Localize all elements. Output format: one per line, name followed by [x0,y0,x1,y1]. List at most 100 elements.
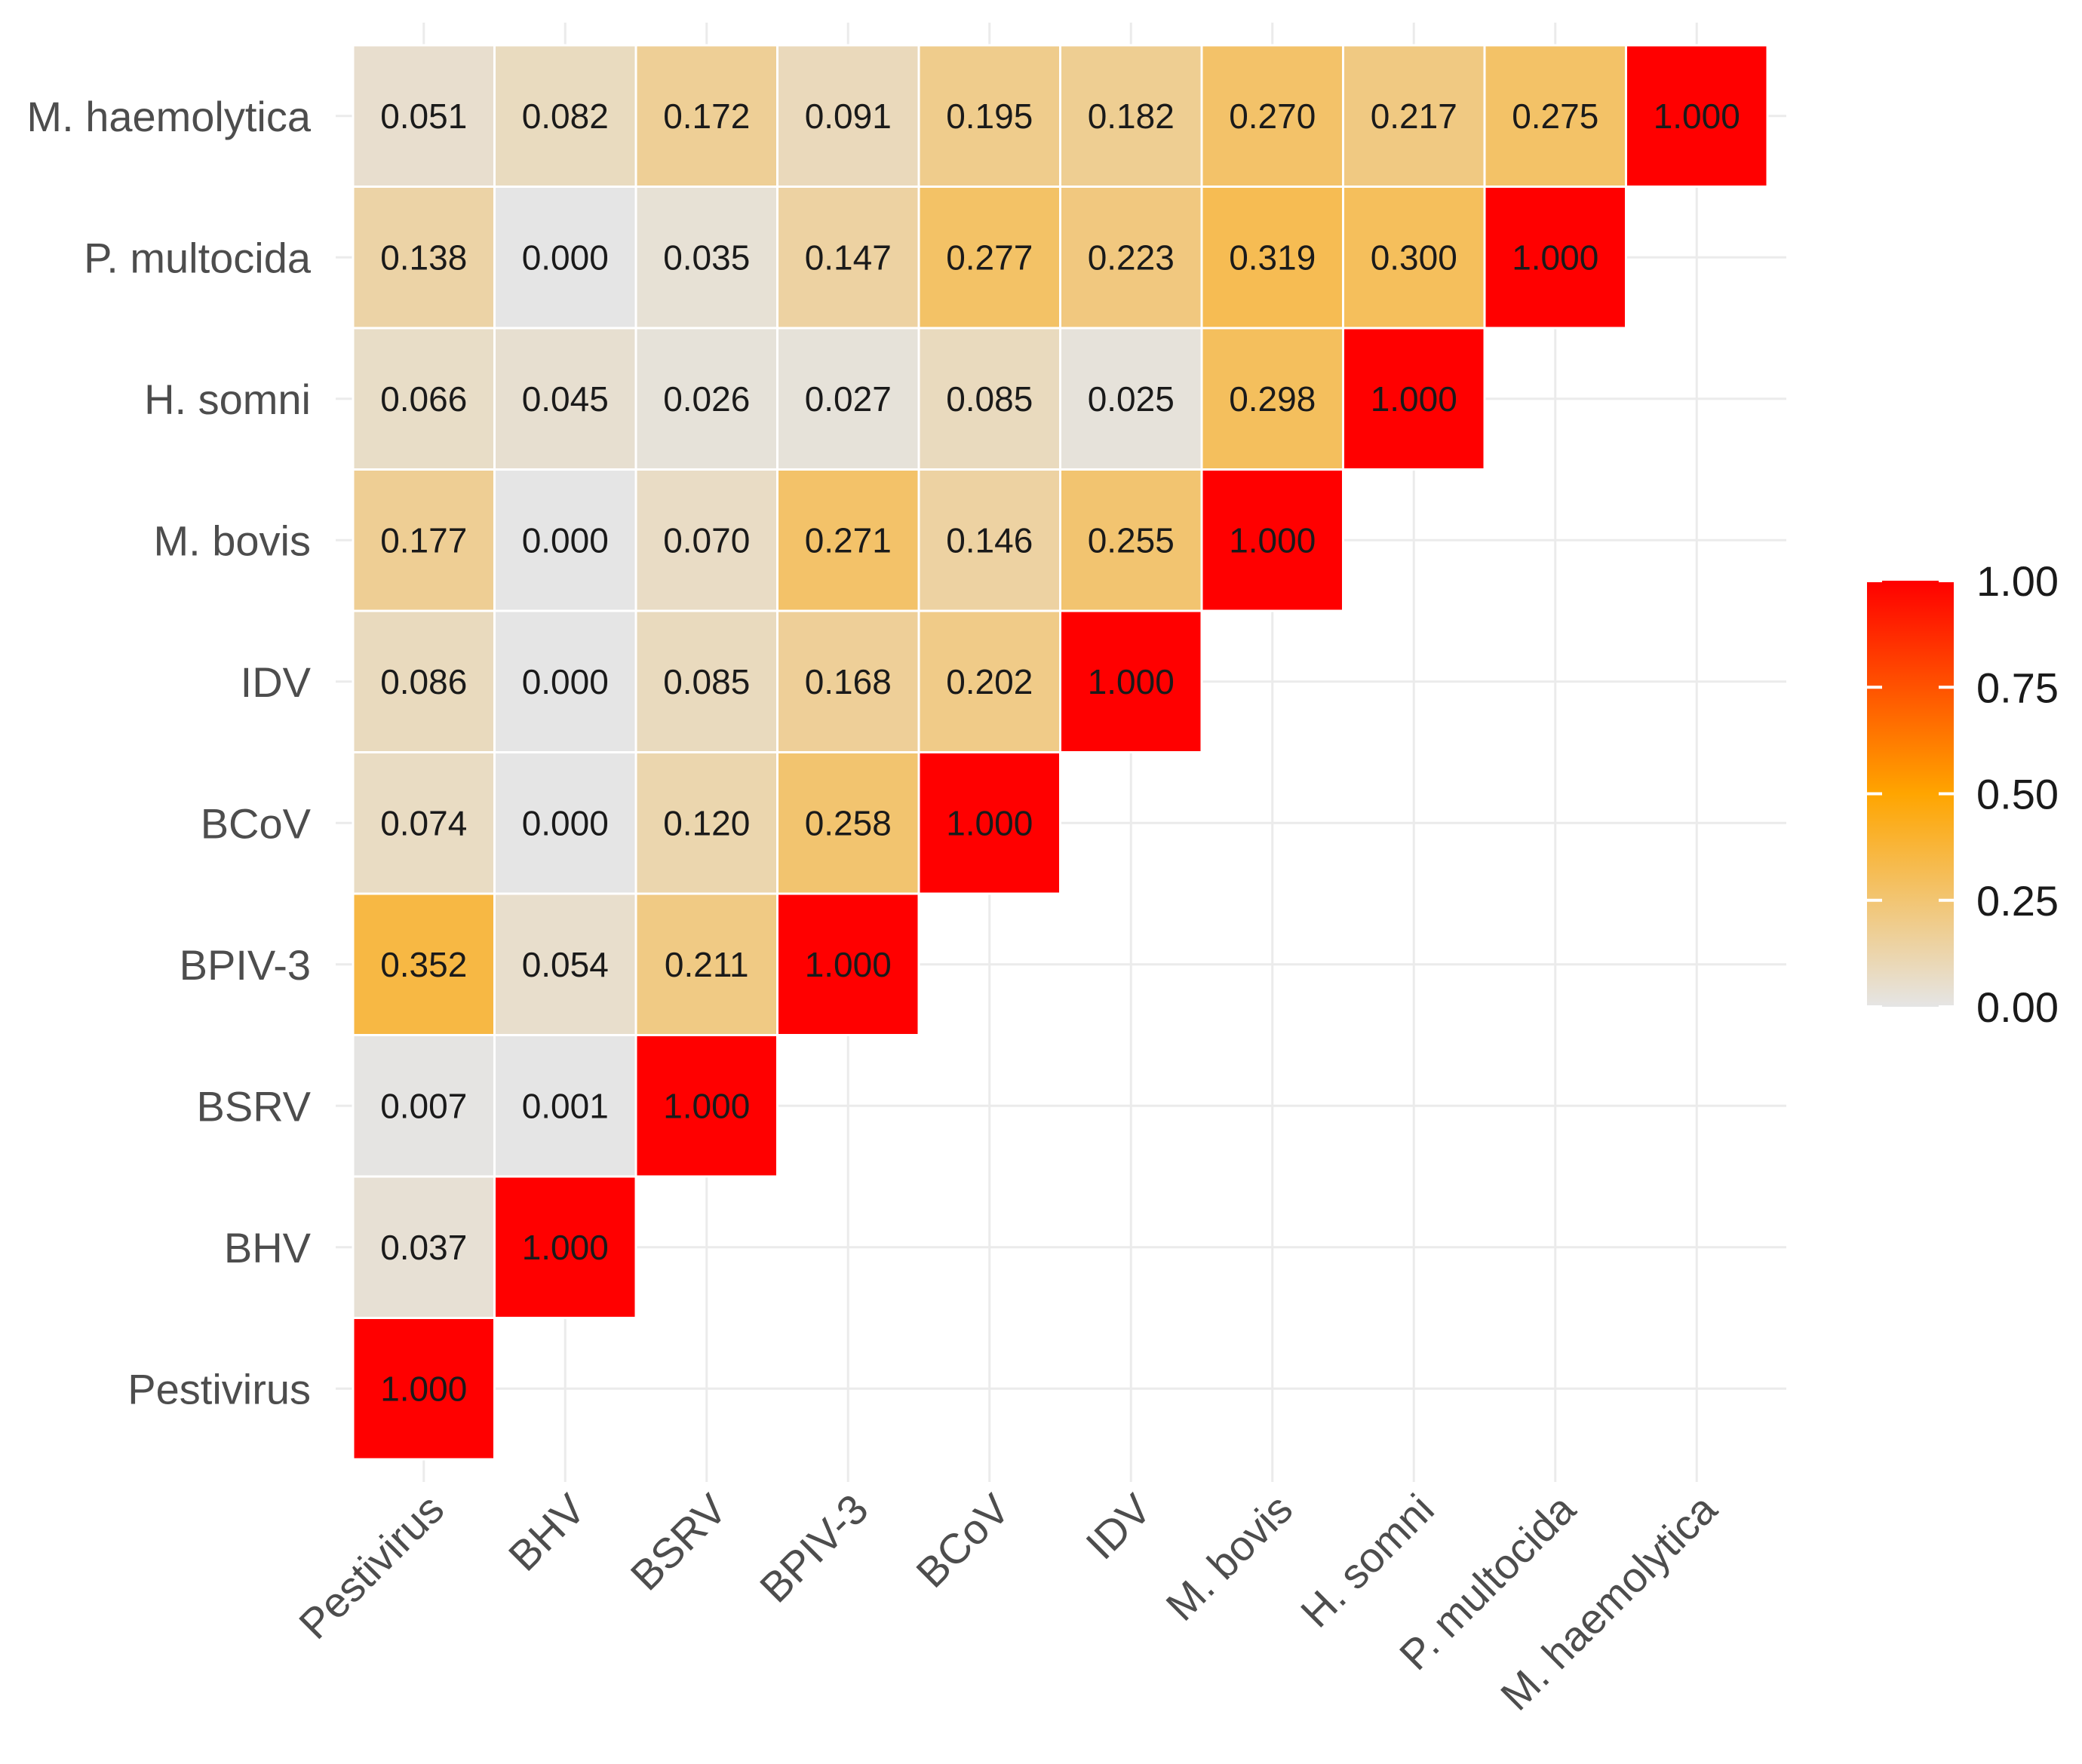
y-tick-label-p-multocida: P. multocida [84,234,312,281]
heatmap-cell [1059,609,1203,753]
cell-value-label: 1.000 [1654,97,1740,136]
cell-value-label: 0.035 [663,238,750,277]
cell-value-label: 1.000 [1229,520,1316,560]
y-tick-label-bpiv-3: BPIV-3 [180,941,311,989]
heatmap-cell [917,327,1061,471]
cell-value-label: 0.000 [522,520,609,560]
heatmap-cell [1200,186,1344,330]
cell-value-label: 0.172 [663,97,750,136]
cell-value-label: 0.223 [1088,238,1175,277]
heatmap-cell [1342,186,1486,330]
heatmap-cell [1200,44,1344,188]
y-tick-label-pestivirus: Pestivirus [127,1365,311,1413]
cell-value-label: 0.138 [380,238,467,277]
heatmap-cell [776,751,920,895]
heatmap-cell [352,1317,496,1461]
heatmap-cell [493,1175,637,1319]
heatmap-cell [634,44,778,188]
cell-value-label: 0.258 [805,803,892,842]
heatmap-cell [493,468,637,612]
heatmap-cell [493,186,637,330]
cell-value-label: 0.027 [805,379,892,419]
heatmap-cell [1342,44,1486,188]
heatmap-cell [917,44,1061,188]
y-tick-label-idv: IDV [241,658,312,706]
cell-value-label: 1.000 [663,1086,750,1125]
legend-tick-label: 0.25 [1976,877,2059,925]
heatmap-cell [776,892,920,1036]
heatmap-cell [352,468,496,612]
heatmap-cell [493,751,637,895]
cell-value-label: 0.001 [522,1086,609,1125]
cell-value-label: 0.277 [946,238,1033,277]
heatmap-cell [917,751,1061,895]
y-tick-label-m-bovis: M. bovis [154,517,312,564]
legend-tick-label: 0.75 [1976,664,2059,711]
heatmap-cell [917,468,1061,612]
heatmap-cells: 1.000 0.037 1.000 0.007 0.001 1.000 0.352 0.054… [352,44,1769,1461]
heatmap-cell [352,327,496,471]
heatmap-cell [352,1034,496,1178]
heatmap-cell [1059,468,1203,612]
y-tick-label-bsrv: BSRV [197,1082,312,1130]
cell-value-label: 0.146 [946,520,1033,560]
legend-tick-label: 1.00 [1976,557,2059,605]
cell-value-label: 1.000 [1088,662,1175,701]
heatmap-cell [776,44,920,188]
heatmap-cell [917,609,1061,753]
cell-value-label: 1.000 [946,803,1033,842]
cell-value-label: 0.025 [1088,379,1175,419]
cell-value-label: 0.195 [946,97,1033,136]
cell-value-label: 0.085 [663,662,750,701]
heatmap-cell [776,186,920,330]
cell-value-label: 0.000 [522,803,609,842]
cell-value-label: 0.147 [805,238,892,277]
heatmap-cell [352,186,496,330]
cell-value-label: 1.000 [380,1369,467,1408]
heatmap-cell [1200,468,1344,612]
cell-value-label: 0.000 [522,662,609,701]
heatmap-cell [493,892,637,1036]
legend-tick-label: 0.00 [1976,983,2059,1031]
cell-value-label: 0.026 [663,379,750,419]
cell-value-label: 0.298 [1229,379,1316,419]
heatmap-cell [917,186,1061,330]
cell-value-label: 1.000 [522,1228,609,1267]
cell-value-label: 0.217 [1371,97,1457,136]
cell-value-label: 0.300 [1371,238,1457,277]
cell-value-label: 0.007 [380,1086,467,1125]
cell-value-label: 0.086 [380,662,467,701]
cell-value-label: 0.177 [380,520,467,560]
cell-value-label: 1.000 [805,945,892,984]
heatmap-cell [634,751,778,895]
heatmap-cell [1200,327,1344,471]
cell-value-label: 0.054 [522,945,609,984]
cell-value-label: 0.352 [380,945,467,984]
cell-value-label: 0.066 [380,379,467,419]
cell-value-label: 0.074 [380,803,467,842]
cell-value-label: 0.085 [946,379,1033,419]
y-tick-label-h-somni: H. somni [144,376,311,423]
cell-value-label: 0.275 [1512,97,1598,136]
heatmap-cell [352,892,496,1036]
heatmap-cell [493,609,637,753]
heatmap-cell [1483,44,1627,188]
cell-value-label: 0.168 [805,662,892,701]
cell-value-label: 1.000 [1371,379,1457,419]
cell-value-label: 0.037 [380,1228,467,1267]
heatmap-cell [634,609,778,753]
cell-value-label: 1.000 [1512,238,1598,277]
heatmap-cell [352,751,496,895]
heatmap-cell [1342,327,1486,471]
color-legend: 0.00 0.25 0.50 0.75 1.00 [1867,557,2059,1031]
y-tick-label-bcov: BCoV [201,799,312,847]
cell-value-label: 0.319 [1229,238,1316,277]
heatmap-cell [352,1175,496,1319]
cell-value-label: 0.045 [522,379,609,419]
heatmap-cell [1625,44,1769,188]
cell-value-label: 0.202 [946,662,1033,701]
cell-value-label: 0.000 [522,238,609,277]
heatmap-cell [634,892,778,1036]
cell-value-label: 0.120 [663,803,750,842]
